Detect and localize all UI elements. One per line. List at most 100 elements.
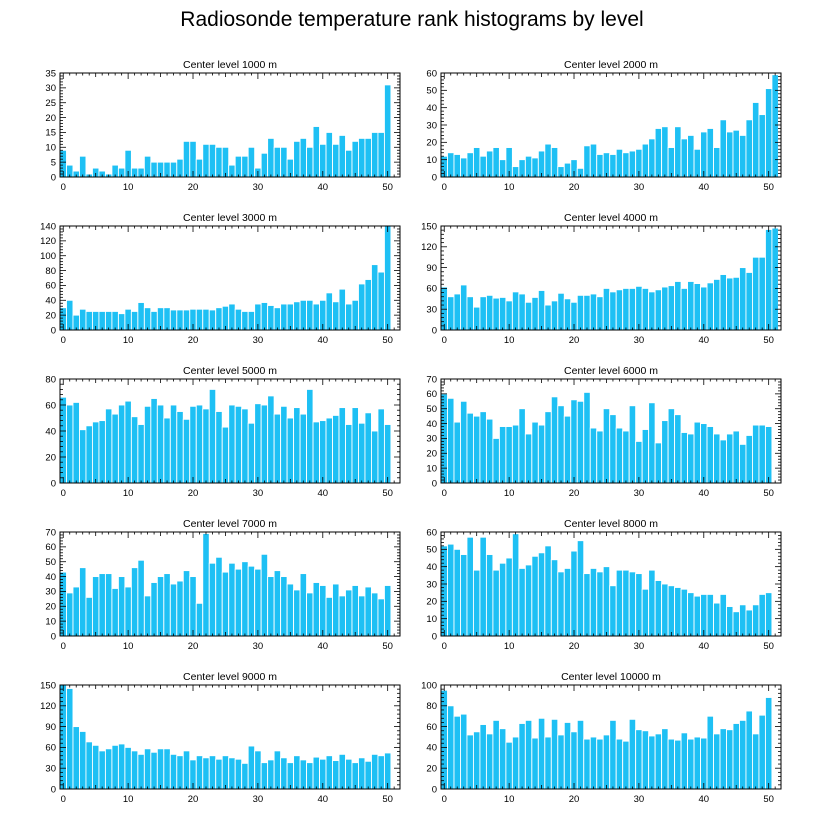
bar (447, 397, 455, 484)
bar (537, 424, 546, 484)
bar (544, 304, 552, 331)
bar (247, 565, 256, 637)
bar (66, 688, 74, 790)
bar (654, 733, 663, 790)
bar (615, 569, 624, 637)
bar (371, 753, 379, 790)
bar (466, 734, 474, 790)
x-tick-label: 40 (698, 182, 709, 193)
bar (602, 566, 611, 637)
bar (234, 405, 243, 484)
bar (447, 152, 455, 178)
bar (687, 134, 695, 178)
bar (524, 719, 533, 790)
bar (492, 437, 500, 484)
bar (654, 442, 663, 484)
bar (583, 573, 591, 637)
bar (602, 287, 611, 331)
x-tick-label: 50 (382, 335, 393, 346)
bar (518, 567, 526, 637)
x-tick-label: 10 (504, 488, 515, 499)
bar (752, 604, 760, 637)
y-tick-label: 0 (51, 325, 56, 336)
bar (169, 583, 178, 637)
bar (654, 128, 663, 178)
bar (273, 570, 282, 637)
bar (150, 751, 158, 790)
panel-title: Center level 8000 m (564, 518, 658, 530)
y-tick-label: 30 (426, 579, 437, 590)
bar (280, 757, 288, 790)
bar (351, 585, 359, 637)
bar (299, 413, 308, 484)
bar (609, 585, 617, 637)
x-tick-label: 10 (504, 335, 515, 346)
bar (85, 741, 93, 790)
bar (143, 595, 152, 637)
bar (596, 571, 604, 637)
x-tick-label: 30 (253, 794, 264, 805)
bar (518, 293, 526, 331)
bar (66, 404, 74, 484)
bar (576, 400, 585, 484)
bar (111, 413, 119, 484)
bar (674, 414, 682, 484)
bar (111, 310, 119, 331)
bar (745, 609, 753, 637)
bar (472, 731, 481, 790)
bar (130, 416, 139, 484)
bar (325, 131, 333, 178)
bar (104, 748, 113, 790)
bar (511, 291, 520, 331)
bar (111, 588, 119, 637)
bar (98, 420, 106, 484)
x-tick-label: 50 (763, 641, 774, 652)
y-tick-label: 5 (51, 157, 56, 168)
bar (447, 705, 455, 790)
bar (377, 755, 385, 790)
bar (358, 283, 366, 331)
bar (364, 412, 372, 484)
bar (79, 731, 87, 790)
bar (111, 744, 119, 790)
y-tick-label: 60 (426, 284, 437, 295)
bar (693, 736, 701, 790)
bar (267, 137, 275, 178)
y-tick-label: 140 (40, 221, 56, 232)
bar (299, 759, 308, 790)
bar (479, 536, 487, 637)
bar (280, 146, 288, 178)
bar (492, 569, 500, 637)
bar (460, 713, 468, 790)
bar (208, 309, 217, 331)
bar (576, 540, 585, 637)
bar (208, 388, 217, 484)
bar (583, 738, 591, 790)
bar (693, 421, 701, 484)
bar (745, 435, 753, 484)
y-tick-label: 0 (51, 172, 56, 183)
bar (156, 404, 165, 484)
bar (589, 293, 598, 331)
bar (150, 310, 158, 331)
panel-title: Center level 7000 m (183, 518, 277, 530)
bar (234, 308, 243, 331)
bar (163, 307, 171, 331)
bar (700, 286, 708, 331)
bar (511, 736, 520, 790)
bar (150, 398, 158, 484)
bar (117, 743, 126, 790)
bar (739, 604, 747, 637)
bar (492, 297, 500, 331)
bar (758, 256, 766, 331)
x-tick-label: 0 (442, 641, 447, 652)
bar (273, 750, 282, 790)
bar (345, 424, 353, 484)
y-tick-label: 90 (45, 722, 56, 733)
bar (189, 405, 197, 484)
bar (195, 308, 204, 331)
bar (726, 729, 734, 790)
panel-4: Center level 4000 m 0 10 20 30 40 50 0 30 60 90 120… (421, 212, 782, 346)
x-tick-label: 20 (188, 488, 199, 499)
x-tick-label: 30 (634, 488, 645, 499)
